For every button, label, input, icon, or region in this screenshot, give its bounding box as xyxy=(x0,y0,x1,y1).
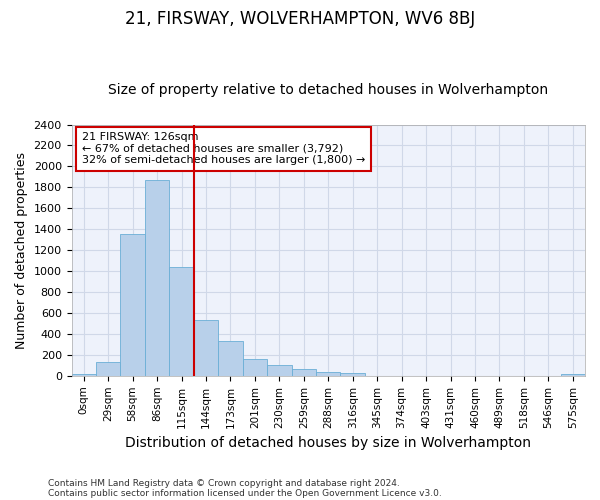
Bar xyxy=(71,374,96,376)
Bar xyxy=(96,362,121,376)
Bar xyxy=(560,374,585,376)
Bar xyxy=(242,358,267,376)
Y-axis label: Number of detached properties: Number of detached properties xyxy=(15,152,28,348)
Text: Contains HM Land Registry data © Crown copyright and database right 2024.: Contains HM Land Registry data © Crown c… xyxy=(48,478,400,488)
Bar xyxy=(121,234,145,376)
Text: 21, FIRSWAY, WOLVERHAMPTON, WV6 8BJ: 21, FIRSWAY, WOLVERHAMPTON, WV6 8BJ xyxy=(125,10,475,28)
Bar xyxy=(316,372,340,376)
Bar xyxy=(218,340,242,376)
Bar xyxy=(267,365,292,376)
X-axis label: Distribution of detached houses by size in Wolverhampton: Distribution of detached houses by size … xyxy=(125,436,531,450)
Text: Contains public sector information licensed under the Open Government Licence v3: Contains public sector information licen… xyxy=(48,488,442,498)
Bar xyxy=(194,320,218,376)
Bar xyxy=(169,267,194,376)
Bar xyxy=(340,373,365,376)
Text: 21 FIRSWAY: 126sqm
← 67% of detached houses are smaller (3,792)
32% of semi-deta: 21 FIRSWAY: 126sqm ← 67% of detached hou… xyxy=(82,132,365,166)
Bar xyxy=(145,180,169,376)
Title: Size of property relative to detached houses in Wolverhampton: Size of property relative to detached ho… xyxy=(108,83,548,97)
Bar xyxy=(292,369,316,376)
